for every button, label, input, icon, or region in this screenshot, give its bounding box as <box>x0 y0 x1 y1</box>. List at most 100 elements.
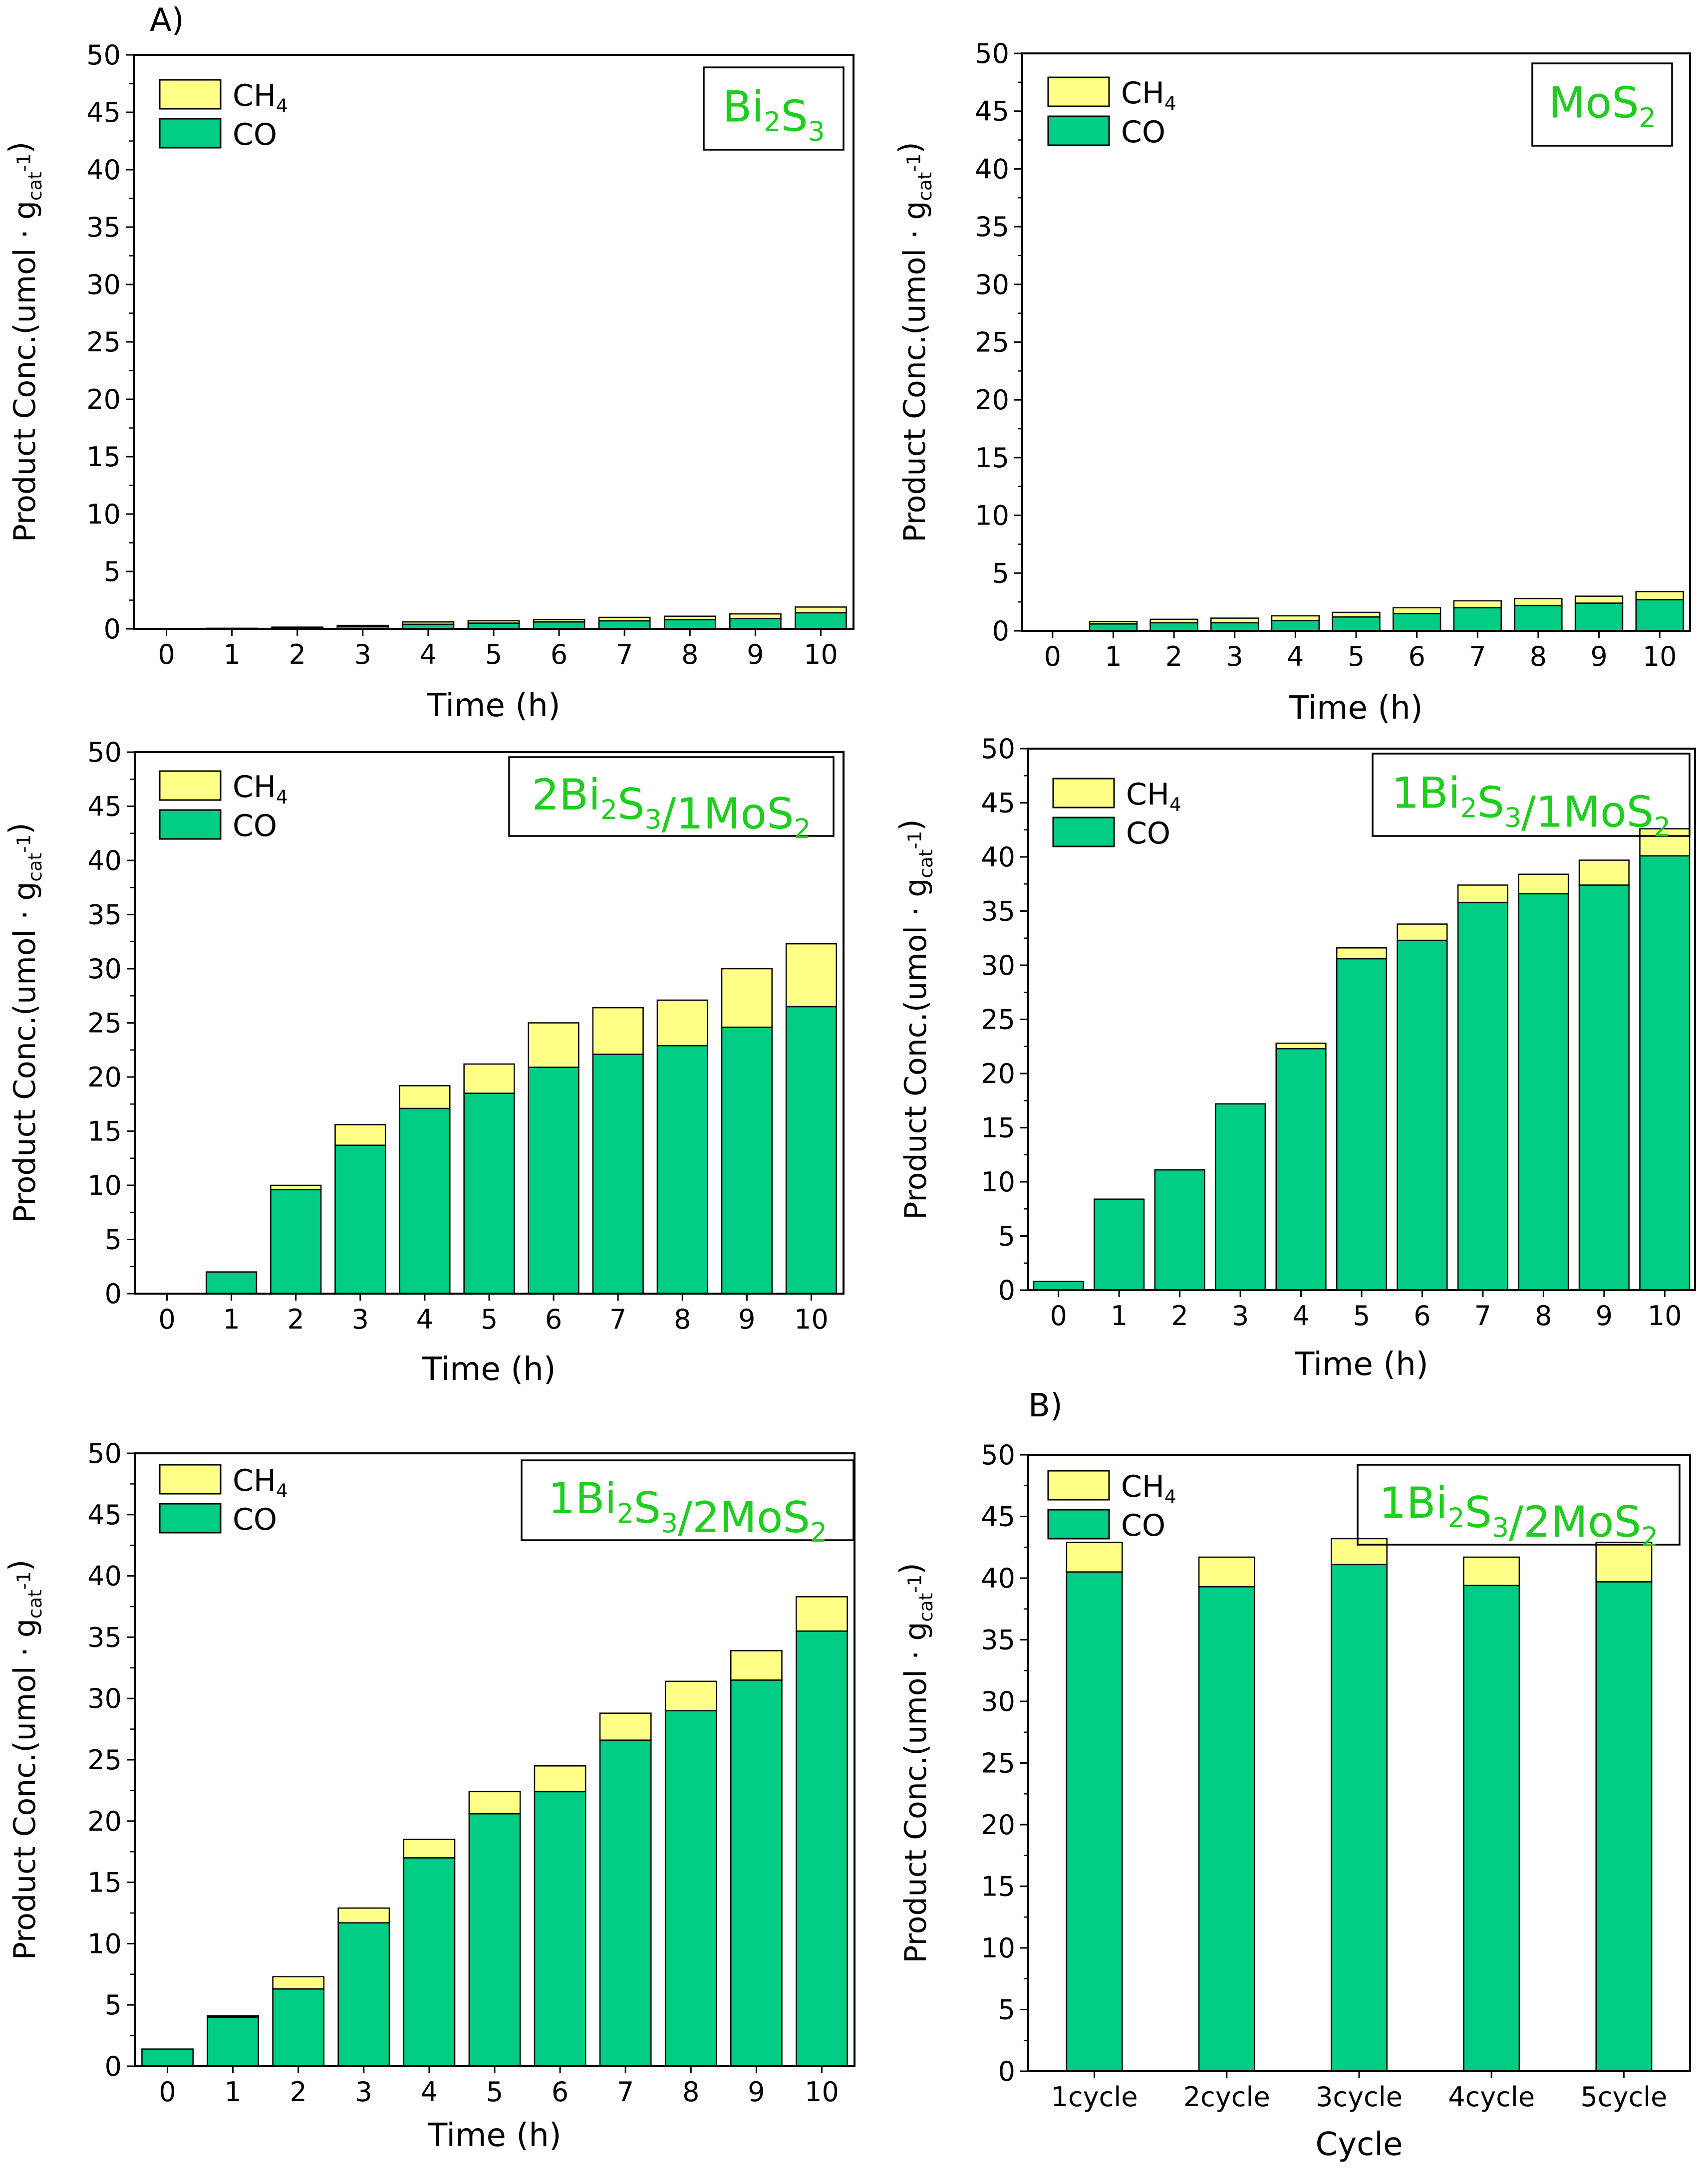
bar-co <box>1453 607 1502 632</box>
bar-ch4 <box>795 606 847 614</box>
bar-ch4 <box>1578 859 1630 886</box>
x-axis-label: Time (h) <box>426 687 560 724</box>
x-tick-label: 5cycle <box>1580 2081 1667 2113</box>
bar-ch4 <box>1336 947 1388 960</box>
legend-swatch-co <box>1052 816 1115 847</box>
bar-co <box>467 622 520 630</box>
plot-frame <box>134 1452 855 2067</box>
bar-ch4 <box>730 1650 783 1681</box>
legend-swatch-ch4 <box>1047 76 1110 107</box>
y-tick-label: 15 <box>86 441 121 473</box>
y-tick-label: 50 <box>87 737 122 768</box>
bar-co <box>730 1679 783 2067</box>
x-tick-label: 6 <box>552 2076 569 2108</box>
panel-tag-a: A) <box>150 2 184 39</box>
bar-co <box>402 623 455 630</box>
plot-frame <box>1021 52 1691 632</box>
y-axis-label-text: Product Conc.(umol · gcat-1) <box>2 142 46 542</box>
bar-co <box>1275 1048 1327 1291</box>
bar-ch4 <box>1514 597 1563 606</box>
y-tick-label: 30 <box>86 269 121 300</box>
y-tick-label: 35 <box>981 896 1015 927</box>
bar-co <box>1066 1571 1123 2072</box>
bar-ch4 <box>207 2015 260 2018</box>
bar-ch4 <box>729 613 782 619</box>
bar-ch4 <box>1453 600 1502 608</box>
panel-tag-b: B) <box>1028 1387 1063 1424</box>
y-tick-label: 30 <box>87 1683 122 1714</box>
bar-co <box>206 1271 258 1295</box>
legend-swatch-co <box>159 118 222 149</box>
x-tick-label: 0 <box>1044 641 1061 672</box>
x-tick-label: 10 <box>794 1304 829 1335</box>
y-tick-label: 10 <box>87 1928 122 1959</box>
y-tick-label: 45 <box>86 97 121 128</box>
chart-title-box <box>521 1459 854 1541</box>
y-tick-label: 15 <box>981 1112 1015 1144</box>
x-tick-label: 4cycle <box>1448 2081 1535 2113</box>
x-tick-label: 4 <box>416 1304 433 1335</box>
legend-swatch-ch4 <box>1047 1470 1110 1501</box>
x-tick-label: 6 <box>551 639 568 670</box>
bar-co <box>1033 1281 1084 1291</box>
chart-title-box <box>1531 62 1673 147</box>
bar-co <box>1595 1581 1653 2072</box>
bar-ch4 <box>599 1712 652 1741</box>
x-tick-label: 3 <box>355 2076 372 2108</box>
x-tick-label: 8 <box>1530 641 1547 672</box>
bar-ch4 <box>1275 1042 1327 1050</box>
bar-co <box>1463 1585 1520 2072</box>
x-tick-label: 1 <box>223 639 240 670</box>
bar-ch4 <box>664 1680 717 1712</box>
y-tick-label: 0 <box>992 615 1009 647</box>
x-tick-label: 4 <box>420 639 437 670</box>
bar-co <box>337 1922 390 2067</box>
bar-co <box>795 612 847 630</box>
x-tick-label: 1 <box>1105 641 1122 672</box>
y-tick-label: 50 <box>86 39 121 71</box>
bar-ch4 <box>1392 607 1441 614</box>
bar-co <box>1198 1586 1255 2072</box>
x-tick-label: 5 <box>485 639 502 670</box>
x-tick-label: 2 <box>1171 1300 1188 1332</box>
y-tick-label: 40 <box>87 845 122 876</box>
legend-swatch-ch4 <box>159 1464 222 1495</box>
bar-ch4 <box>533 619 585 623</box>
bar-co <box>270 1189 322 1295</box>
bar-co <box>463 1092 515 1295</box>
bar-ch4 <box>1457 884 1508 903</box>
y-tick-label: 20 <box>87 1806 122 1837</box>
y-tick-label: 20 <box>975 384 1009 416</box>
bar-ch4 <box>1463 1556 1520 1587</box>
legend-label-co: CO <box>233 1502 277 1537</box>
y-axis-label: Product Conc.(umol · gcat-1) <box>893 819 937 1219</box>
bar-co <box>399 1107 451 1295</box>
bar-co <box>468 1813 521 2067</box>
y-tick-label: 35 <box>981 1625 1015 1656</box>
legend-label-co: CO <box>1121 1508 1165 1543</box>
bar-ch4 <box>663 615 716 620</box>
legend-label-ch4: CH4 <box>233 78 288 117</box>
chart-title: 1Bi2S3/2MoS2 <box>548 1474 827 1548</box>
chart-title-box <box>1357 1464 1681 1546</box>
chart-title-box <box>508 756 835 837</box>
bar-ch4 <box>534 1765 586 1793</box>
legend-label-co: CO <box>233 117 277 152</box>
bar-ch4 <box>1198 1556 1255 1588</box>
y-tick-label: 30 <box>975 269 1009 300</box>
x-tick-label: 3 <box>352 1304 369 1335</box>
y-axis-label-text: Product Conc.(umol · gcat-1) <box>2 822 46 1223</box>
y-tick-label: 35 <box>87 1622 122 1653</box>
bar-ch4 <box>721 968 773 1028</box>
y-axis-label: Product Conc.(umol · gcat-1) <box>893 1563 937 1963</box>
x-tick-label: 8 <box>682 2076 699 2108</box>
x-tick-label: 6 <box>1414 1300 1430 1332</box>
x-tick-label: 2 <box>287 1304 304 1335</box>
x-tick-label: 10 <box>1643 641 1677 672</box>
y-tick-label: 50 <box>981 733 1015 765</box>
y-tick-label: 25 <box>975 327 1009 358</box>
